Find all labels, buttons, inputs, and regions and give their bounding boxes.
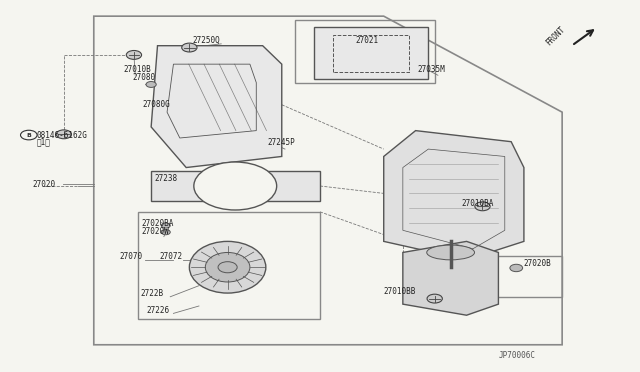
- Text: 27020W: 27020W: [141, 227, 170, 235]
- Ellipse shape: [427, 245, 474, 260]
- Text: 27020BA: 27020BA: [141, 219, 174, 228]
- Circle shape: [56, 130, 72, 139]
- Text: FRONT: FRONT: [545, 25, 567, 48]
- Circle shape: [194, 162, 276, 210]
- Text: 27238: 27238: [154, 174, 177, 183]
- Text: 08146-6162G: 08146-6162G: [36, 131, 87, 140]
- Text: 27245P: 27245P: [268, 138, 296, 147]
- Text: 27035M: 27035M: [417, 65, 445, 74]
- Polygon shape: [384, 131, 524, 260]
- Polygon shape: [314, 27, 428, 79]
- Polygon shape: [403, 241, 499, 315]
- Circle shape: [126, 51, 141, 60]
- Circle shape: [182, 43, 197, 52]
- Circle shape: [161, 223, 170, 228]
- Circle shape: [146, 81, 156, 87]
- Text: 2722B: 2722B: [140, 289, 163, 298]
- Circle shape: [218, 262, 237, 273]
- Ellipse shape: [205, 253, 250, 282]
- Text: 27020B: 27020B: [524, 259, 552, 268]
- Text: JP70006C: JP70006C: [499, 351, 536, 360]
- Circle shape: [427, 294, 442, 303]
- Ellipse shape: [189, 241, 266, 293]
- Text: B: B: [26, 132, 31, 138]
- Text: 27010BA: 27010BA: [461, 199, 494, 208]
- Circle shape: [510, 264, 523, 272]
- Text: 27226: 27226: [147, 306, 170, 315]
- Text: 27080G: 27080G: [143, 100, 171, 109]
- Text: 27080: 27080: [132, 73, 155, 81]
- Text: 27020: 27020: [32, 180, 55, 189]
- Text: 27010B: 27010B: [124, 65, 152, 74]
- Text: 27021: 27021: [355, 36, 378, 45]
- Text: 27010BB: 27010BB: [384, 287, 416, 296]
- Text: 27072: 27072: [159, 252, 182, 262]
- Text: 27250Q: 27250Q: [193, 36, 220, 45]
- Circle shape: [161, 230, 170, 235]
- Text: 27070: 27070: [119, 252, 142, 262]
- Polygon shape: [151, 171, 320, 201]
- Circle shape: [475, 202, 490, 211]
- Polygon shape: [151, 46, 282, 167]
- Text: （1）: （1）: [36, 137, 51, 146]
